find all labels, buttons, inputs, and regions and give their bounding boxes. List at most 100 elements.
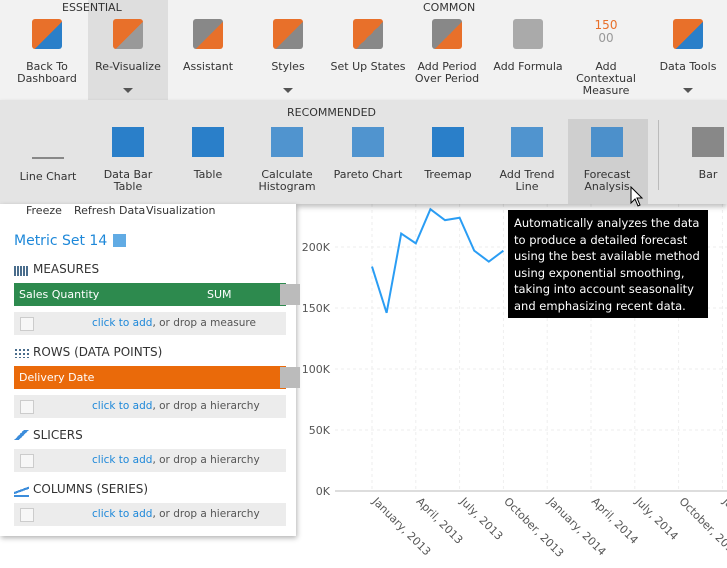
recommended-button[interactable]: Bar xyxy=(668,127,727,181)
recommended-button[interactable]: Line Chart xyxy=(8,127,88,183)
panel: Freeze Refresh Data Visualization Metric… xyxy=(0,204,300,536)
button-label: Forecast xyxy=(583,168,631,181)
section-title: ESSENTIAL xyxy=(62,1,122,14)
toolbar-button[interactable]: Data Tools xyxy=(648,19,727,73)
button-label: Add xyxy=(595,60,617,73)
section-title: SLICERS xyxy=(33,428,83,442)
icon xyxy=(591,127,623,157)
section-title: MEASURES xyxy=(33,262,100,276)
tab[interactable]: Freeze xyxy=(26,204,62,217)
icon xyxy=(113,19,143,49)
icon: 150 00 xyxy=(588,19,624,55)
drop-zone[interactable]: click to add, or drop a measure xyxy=(14,312,286,335)
remove[interactable] xyxy=(280,367,300,388)
y-tick-label: 100K xyxy=(302,363,331,376)
row-item[interactable]: Delivery Date xyxy=(14,366,300,389)
icon xyxy=(14,348,29,358)
toolbar-button[interactable]: 150 00 Add Contextual Measure xyxy=(566,19,646,97)
button-label: Measure xyxy=(582,84,630,97)
link[interactable]: click to add xyxy=(92,317,153,329)
cursor xyxy=(630,186,644,207)
link[interactable]: click to add xyxy=(92,508,153,520)
recommended-button[interactable]: Table xyxy=(168,127,248,181)
icon-text: 00 xyxy=(598,31,614,45)
icon xyxy=(14,485,29,497)
toolbar: ESSENTIAL COMMON xyxy=(0,0,727,100)
icon xyxy=(432,127,464,157)
y-tick-label: 150K xyxy=(302,302,331,315)
text: , or drop a hierarchy xyxy=(152,454,260,466)
recommended-button[interactable]: Calculate Histogram xyxy=(247,127,327,193)
icon xyxy=(273,19,303,49)
aggregate[interactable]: SUM xyxy=(207,288,232,301)
button-label: Data Tools xyxy=(659,60,717,73)
button-label: Back To xyxy=(26,60,68,73)
recommended-button[interactable]: Forecast Analysis xyxy=(567,127,647,193)
remove[interactable] xyxy=(280,284,300,305)
button-label: Assistant xyxy=(182,60,234,73)
toolbar-button[interactable]: Add Period Over Period xyxy=(407,19,487,85)
edit-icon[interactable] xyxy=(113,234,126,247)
data-line xyxy=(371,207,505,314)
caret xyxy=(123,88,133,98)
text: , or drop a measure xyxy=(152,317,256,329)
toolbar-button[interactable]: Set Up States xyxy=(328,19,408,73)
icon xyxy=(353,19,383,49)
icon xyxy=(14,430,29,440)
button-label: Data Bar Table xyxy=(103,168,153,193)
button-label: Over Period xyxy=(414,72,480,85)
button-label: Analysis xyxy=(584,180,630,193)
caret xyxy=(683,88,693,98)
button-label: Contextual xyxy=(576,72,636,85)
button-label: Add Period xyxy=(417,60,477,73)
section-title: COMMON xyxy=(423,1,476,14)
recommended-button[interactable]: Pareto Chart xyxy=(328,127,408,181)
drop-zone[interactable]: click to add, or drop a hierarchy xyxy=(14,449,286,472)
tab[interactable]: Visualization xyxy=(146,204,216,217)
recommended-button[interactable]: Data Bar Table xyxy=(88,127,168,193)
recommended-button[interactable]: Add Trend Line xyxy=(487,127,567,193)
button-label: Styles xyxy=(271,60,305,73)
selected-button-bg xyxy=(88,0,168,100)
tooltip: Automatically analyzes the data to produ… xyxy=(508,210,708,318)
caret xyxy=(283,88,293,98)
icon xyxy=(432,19,462,49)
icon xyxy=(112,127,144,157)
section-title: COLUMNS (SERIES) xyxy=(33,482,149,496)
drop-zone[interactable]: click to add, or drop a hierarchy xyxy=(14,395,286,418)
toolbar-button[interactable]: Styles xyxy=(248,19,328,73)
button-label: Calculate xyxy=(261,168,313,181)
drop-zone[interactable]: click to add, or drop a hierarchy xyxy=(14,503,286,526)
icon-text: 150 xyxy=(594,18,618,32)
section-title: RECOMMENDED xyxy=(287,106,376,119)
item-label: Delivery Date xyxy=(19,371,95,384)
toolbar-button[interactable]: Re-Visualize xyxy=(88,19,168,73)
tab[interactable]: Refresh Data xyxy=(74,204,146,217)
icon xyxy=(692,127,724,157)
toolbar-button[interactable]: Assistant xyxy=(168,19,248,73)
separator xyxy=(658,120,659,190)
measure-item[interactable]: Sales Quantity SUM xyxy=(14,283,300,306)
y-tick-label: 50K xyxy=(309,424,331,437)
button-label: Set Up States xyxy=(330,60,406,73)
icon xyxy=(192,127,224,157)
toolbar-button[interactable]: Back To Dashboard xyxy=(7,19,87,85)
icon xyxy=(513,19,543,49)
toolbar-button[interactable]: Add Formula xyxy=(488,19,568,73)
button-label: Pareto Chart xyxy=(333,168,403,181)
icon xyxy=(673,19,703,49)
icon xyxy=(32,127,64,159)
icon xyxy=(271,127,303,157)
icon xyxy=(511,127,543,157)
y-tick-label: 200K xyxy=(302,241,331,254)
link[interactable]: click to add xyxy=(92,400,153,412)
link[interactable]: click to add xyxy=(92,454,153,466)
button-label: Histogram xyxy=(258,180,316,193)
button-label: Line Chart xyxy=(19,170,77,183)
button-label: Add Trend xyxy=(499,168,555,181)
icon xyxy=(193,19,223,49)
recommended-button[interactable]: Treemap xyxy=(408,127,488,181)
button-label: Re-Visualize xyxy=(95,60,161,73)
metric-set-title[interactable]: Metric Set 14 xyxy=(14,233,108,249)
section-title: ROWS (DATA POINTS) xyxy=(33,345,163,359)
